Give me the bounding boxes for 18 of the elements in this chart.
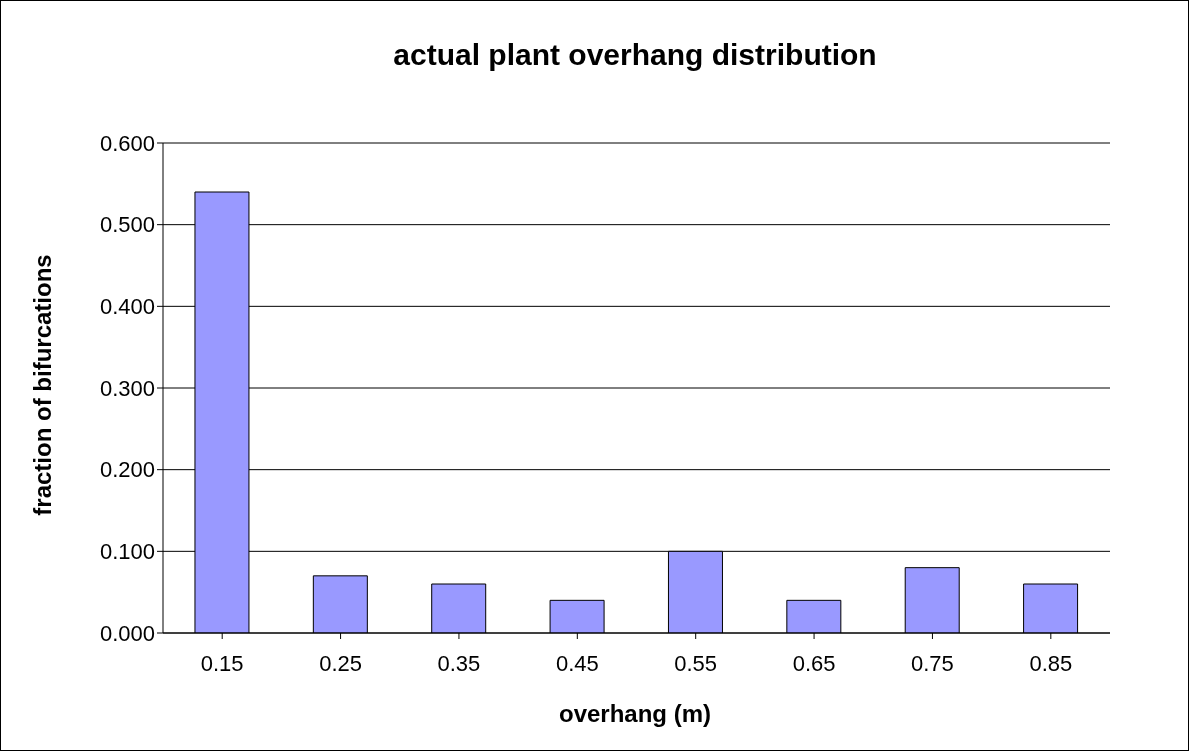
x-tick-label: 0.65: [792, 650, 836, 676]
y-tick-label: 0.000: [99, 620, 155, 646]
x-axis-title: overhang (m): [558, 700, 712, 728]
x-tick-label: 0.85: [1029, 650, 1073, 676]
y-tick-label: 0.500: [99, 212, 155, 238]
x-tick-label: 0.55: [674, 650, 718, 676]
y-axis-title: fraction of bifurcations: [29, 253, 57, 518]
y-tick-label: 0.600: [99, 130, 155, 156]
y-tick-label: 0.400: [99, 294, 155, 320]
x-tick-label: 0.35: [437, 650, 481, 676]
x-tick-label: 0.25: [319, 650, 362, 676]
y-tick-label: 0.300: [99, 375, 155, 401]
y-tick-label: 0.100: [99, 539, 155, 565]
x-tick-label: 0.75: [911, 650, 954, 676]
x-tick-label: 0.15: [200, 650, 244, 676]
x-tick-label: 0.45: [555, 650, 599, 676]
y-tick-label: 0.200: [99, 457, 155, 483]
chart-title: actual plant overhang distribution: [392, 38, 878, 72]
